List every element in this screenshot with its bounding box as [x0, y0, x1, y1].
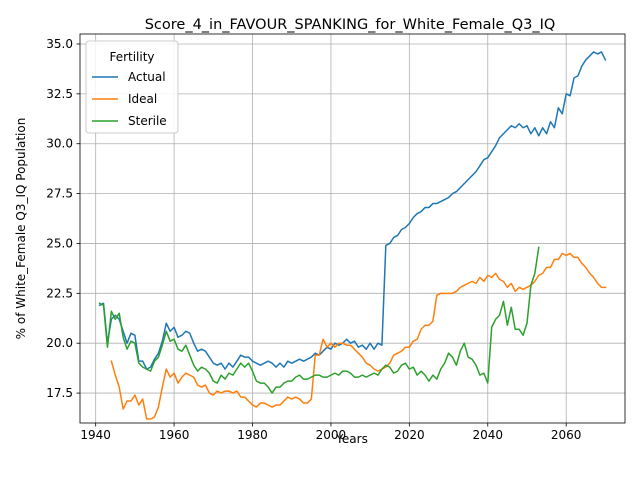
legend-box	[85, 40, 179, 134]
y-tick-label: 32.5	[46, 87, 73, 101]
legend-label-sterile: Sterile	[128, 114, 167, 128]
x-tick-label: 2060	[551, 428, 582, 442]
x-tick-label: 2020	[394, 428, 425, 442]
x-axis-label: Years	[335, 432, 368, 446]
y-axis-ticks: 17.5 20.0 22.5 25.0 27.5 30.0 32.5 35.0	[46, 37, 80, 400]
x-axis-ticks: 1940 1960 1980 2000 2020 2040 2060	[80, 423, 581, 442]
y-axis-label: % of White_Female Q3_IQ Population	[14, 118, 28, 340]
y-tick-label: 25.0	[46, 236, 73, 250]
y-tick-label: 35.0	[46, 37, 73, 51]
y-tick-label: 30.0	[46, 137, 73, 151]
chart-title: Score_4_in_FAVOUR_SPANKING_for_White_Fem…	[145, 17, 556, 33]
y-tick-label: 22.5	[46, 286, 73, 300]
x-tick-label: 1940	[80, 428, 111, 442]
y-tick-label: 27.5	[46, 187, 73, 201]
series-lines	[98, 51, 607, 420]
series-line-sterile	[98, 246, 540, 394]
legend: Fertility Actual Ideal Sterile	[85, 40, 179, 134]
legend-title: Fertility	[109, 50, 154, 64]
x-tick-label: 2000	[316, 428, 347, 442]
legend-entries: Actual Ideal Sterile	[92, 70, 167, 128]
series-line-actual	[98, 51, 607, 370]
legend-label-ideal: Ideal	[128, 92, 157, 106]
grid	[80, 34, 625, 423]
y-tick-label: 20.0	[46, 336, 73, 350]
x-tick-label: 1980	[237, 428, 268, 442]
x-tick-label: 2040	[472, 428, 503, 442]
plot-frame	[79, 33, 626, 424]
y-tick-label: 17.5	[46, 386, 73, 400]
x-tick-label: 1960	[159, 428, 190, 442]
series-line-ideal	[110, 252, 607, 420]
legend-label-actual: Actual	[128, 70, 166, 84]
